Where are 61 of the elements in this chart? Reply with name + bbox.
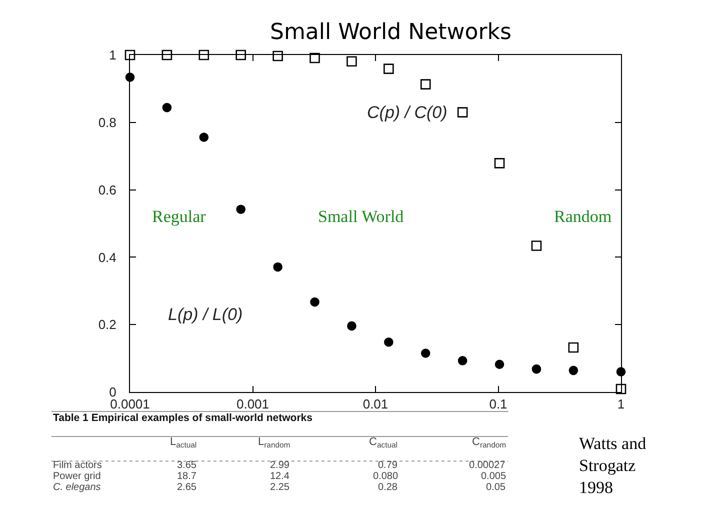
point: [458, 356, 468, 366]
point: [236, 50, 246, 60]
y-tick-label: 0.4: [98, 250, 116, 265]
point: [384, 64, 394, 74]
y-tick-label: 0.8: [98, 114, 116, 130]
annotation: Random: [554, 207, 612, 226]
text: 2.99: [270, 460, 290, 471]
text: 0.00027: [469, 460, 506, 471]
text: 3.65: [177, 460, 197, 471]
text: 12.4: [270, 471, 290, 482]
x-tick-label: 0.001: [236, 396, 270, 412]
series-label: C(p) / C(0): [367, 103, 448, 122]
point: [272, 50, 283, 62]
x-tick-label: 0.1: [489, 396, 508, 412]
point: [457, 107, 468, 118]
point: [494, 360, 504, 370]
point: [420, 348, 430, 358]
point: [568, 342, 579, 353]
text: 0.28: [378, 482, 398, 493]
point: [532, 364, 542, 374]
point: [420, 79, 431, 90]
point: [531, 240, 542, 251]
annotation: Regular: [152, 207, 206, 226]
x-tick-label: 1: [617, 396, 625, 412]
y-tick-label: 0.2: [98, 317, 116, 332]
point: [346, 56, 357, 67]
point: [494, 158, 505, 168]
point: [273, 262, 282, 272]
point: [162, 102, 172, 112]
x-tick-label: 0.01: [362, 396, 388, 412]
text: 2.25: [270, 482, 290, 493]
point: [310, 52, 320, 64]
annotation: Small World: [318, 207, 404, 226]
y-tick-label: 1: [109, 48, 116, 63]
point: [310, 297, 320, 307]
chart-title: Small World Networks: [270, 20, 512, 46]
y-tick-label: 0.6: [98, 182, 116, 198]
text: C$_{actual}$: [369, 436, 398, 450]
point: [236, 204, 246, 214]
text: 2.65: [177, 482, 197, 493]
point: [347, 321, 356, 331]
text: 0.05: [486, 482, 506, 493]
point: [124, 50, 136, 60]
text: 0.79: [378, 460, 398, 471]
text: Film actors: [53, 460, 102, 471]
text: 0.080: [373, 471, 398, 482]
text: C$_{random}$: [472, 436, 506, 450]
text: Watts and Strogatz 1998: [579, 434, 647, 498]
caption: Table 1 Empirical examples of small-world networks: [53, 412, 313, 424]
point: [568, 366, 578, 376]
text: 18.7: [177, 471, 197, 482]
text: 0.005: [481, 471, 506, 482]
text: L(p) / L(0): [168, 305, 243, 324]
point: [199, 132, 209, 142]
point: [162, 50, 172, 60]
point: [198, 50, 210, 60]
text: L$_{actual}$: [170, 436, 197, 450]
text: L$_{random}$: [258, 436, 290, 450]
text: Power grid: [53, 471, 101, 482]
text: C. elegans: [53, 482, 101, 493]
point: [384, 337, 394, 347]
